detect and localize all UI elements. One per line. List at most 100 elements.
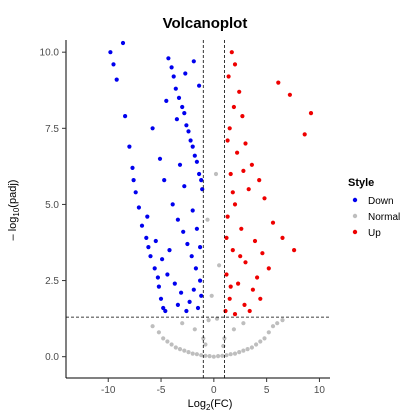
point-normal-27	[266, 330, 271, 335]
point-up-23	[252, 238, 258, 244]
point-up-28	[224, 272, 229, 277]
point-up-16	[228, 171, 233, 177]
legend: Style Down Normal Up	[348, 177, 400, 239]
point-up-27	[243, 260, 248, 265]
point-up-5	[308, 111, 314, 116]
y-tick-label-3: 7.5	[45, 124, 59, 135]
x-axis-label: Log2(FC)	[188, 398, 233, 412]
point-down-1	[111, 62, 116, 67]
point-normal-14	[211, 354, 216, 359]
point-up-36	[247, 308, 252, 314]
point-normal-39	[192, 327, 197, 332]
point-up-29	[236, 281, 241, 286]
point-up-2	[226, 74, 231, 79]
point-down-31	[192, 153, 197, 158]
point-down-29	[188, 138, 193, 143]
point-up-44	[230, 190, 235, 195]
point-down-41	[181, 229, 186, 234]
point-up-17	[232, 202, 238, 207]
y-axis-label-sub: 10	[12, 207, 21, 216]
point-up-38	[238, 254, 243, 259]
point-up-21	[225, 214, 230, 219]
point-normal-34	[217, 263, 222, 268]
point-up-7	[237, 89, 242, 94]
point-down-0	[108, 50, 113, 55]
point-down-11	[144, 235, 149, 240]
point-normal-31	[206, 318, 211, 323]
point-normal-2	[161, 336, 166, 341]
point-down-66	[191, 287, 196, 292]
point-up-14	[262, 196, 267, 201]
point-up-41	[231, 104, 236, 110]
point-normal-8	[186, 350, 191, 355]
legend-label-up: Up	[368, 228, 381, 239]
point-normal-4	[169, 342, 174, 347]
legend-key-up	[352, 229, 358, 235]
point-down-15	[155, 275, 160, 280]
y-axis-label-prefix: – log	[7, 217, 19, 241]
point-normal-33	[209, 293, 214, 298]
point-up-18	[270, 220, 276, 225]
point-down-7	[131, 178, 136, 183]
point-down-10	[139, 223, 145, 228]
point-normal-11	[199, 353, 204, 358]
point-down-13	[148, 254, 153, 259]
point-down-50	[172, 281, 177, 286]
point-down-25	[180, 104, 185, 110]
point-normal-42	[222, 336, 227, 341]
point-down-58	[174, 117, 179, 122]
point-down-16	[156, 284, 161, 289]
point-up-35	[232, 312, 238, 317]
point-up-25	[266, 266, 271, 271]
point-down-56	[183, 71, 188, 76]
point-up-4	[287, 92, 292, 97]
point-up-20	[292, 248, 297, 253]
point-down-36	[150, 126, 155, 131]
point-normal-40	[231, 327, 236, 332]
point-down-21	[169, 65, 174, 70]
y-tick-label-0: 0.0	[45, 352, 59, 363]
point-down-42	[185, 241, 190, 247]
point-normal-10	[194, 352, 199, 357]
point-down-4	[123, 114, 128, 119]
point-normal-36	[213, 171, 219, 177]
point-down-59	[164, 98, 169, 103]
point-down-28	[186, 129, 191, 134]
point-down-37	[157, 156, 163, 161]
point-up-22	[239, 226, 244, 231]
point-normal-20	[237, 350, 242, 355]
point-down-24	[176, 95, 182, 100]
point-down-40	[175, 217, 180, 222]
legend-title: Style	[348, 177, 374, 189]
point-down-63	[177, 162, 183, 167]
point-up-10	[243, 141, 248, 146]
point-normal-28	[270, 324, 276, 329]
point-normal-26	[262, 336, 267, 341]
point-up-43	[241, 168, 246, 173]
x-tick-label-2: 0	[211, 385, 217, 396]
point-up-19	[280, 235, 285, 240]
point-normal-25	[258, 339, 263, 344]
point-up-11	[235, 150, 240, 155]
point-up-0	[229, 50, 234, 55]
point-up-30	[250, 287, 255, 292]
point-up-1	[232, 62, 238, 67]
point-normal-6	[177, 347, 183, 352]
point-up-15	[246, 187, 251, 192]
point-normal-22	[245, 347, 250, 352]
point-down-39	[170, 202, 175, 207]
point-down-34	[199, 178, 204, 183]
point-down-52	[160, 257, 165, 262]
point-down-2	[114, 77, 119, 82]
y-axis-label: – log10(padj)	[7, 180, 21, 241]
point-down-23	[173, 86, 178, 91]
point-down-38	[162, 178, 167, 183]
point-down-5	[127, 144, 132, 149]
point-up-24	[260, 251, 265, 256]
point-down-60	[190, 208, 195, 213]
x-tick-label-0: -10	[101, 385, 116, 396]
point-normal-32	[214, 316, 220, 321]
point-down-45	[198, 278, 203, 283]
point-down-8	[133, 190, 138, 195]
point-down-22	[171, 74, 176, 79]
